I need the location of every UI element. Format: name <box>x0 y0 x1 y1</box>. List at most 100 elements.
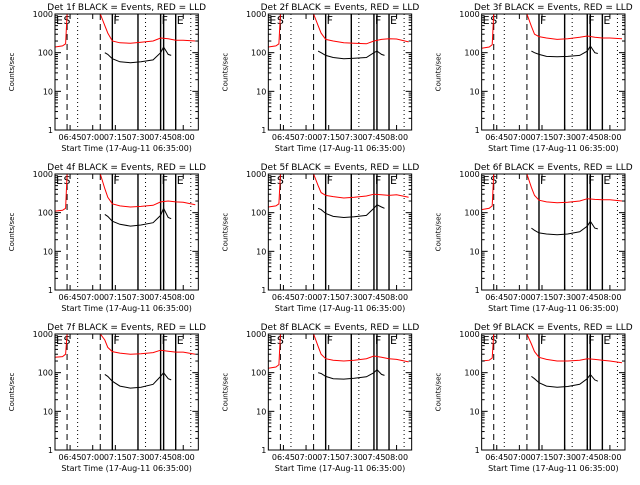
region-label: F <box>162 174 168 187</box>
y-tick-label: 1 <box>48 126 53 135</box>
x-tick-label: 07:45 <box>149 293 172 302</box>
y-tick-label: 100 <box>38 369 53 378</box>
x-tick-label: 07:30 <box>340 453 363 462</box>
y-tick-label: 10 <box>256 247 266 256</box>
x-tick-label: 08:00 <box>598 453 621 462</box>
x-tick-label: 07:00 <box>508 453 531 462</box>
x-tick-label: 06:45 <box>485 133 508 142</box>
y-tick-label: 1000 <box>33 330 53 339</box>
y-tick-label: 1 <box>48 446 53 455</box>
x-tick-label: 08:00 <box>598 133 621 142</box>
x-tick-label: 07:45 <box>362 453 385 462</box>
y-tick-label: 1000 <box>33 10 53 19</box>
chart-title: Det 7f BLACK = Events, RED = LLD <box>47 323 206 333</box>
x-tick-label: 07:30 <box>553 133 576 142</box>
x-axis-label: Start Time (17-Aug-11 06:35:00) <box>488 304 619 313</box>
region-label: F <box>113 174 119 187</box>
plot-frame <box>54 13 199 131</box>
series-line-lld <box>54 13 196 48</box>
region-label: E <box>390 174 397 187</box>
series-line-lld <box>481 173 623 211</box>
x-tick-label: 07:45 <box>149 133 172 142</box>
y-tick-label: 1 <box>475 446 480 455</box>
region-label: F <box>375 174 381 187</box>
x-tick-label: 06:45 <box>485 293 508 302</box>
region-label: F <box>588 334 594 347</box>
x-tick-label: 07:15 <box>530 453 553 462</box>
x-tick-label: 07:45 <box>362 293 385 302</box>
x-tick-label: 07:15 <box>317 453 340 462</box>
x-axis-label: Start Time (17-Aug-11 06:35:00) <box>275 144 406 153</box>
y-tick-label: 10 <box>43 87 53 96</box>
chart-title: Det 6f BLACK = Events, RED = LLD <box>474 163 633 173</box>
plot-frame <box>267 173 413 291</box>
y-tick-label: 1000 <box>459 170 479 179</box>
region-label: F <box>327 174 333 187</box>
y-tick-label: 1000 <box>246 10 266 19</box>
region-label: E <box>177 174 184 187</box>
y-tick-label: 1 <box>261 446 266 455</box>
y-tick-label: 100 <box>251 369 266 378</box>
x-axis-label: Start Time (17-Aug-11 06:35:00) <box>61 304 192 313</box>
x-tick-label: 06:45 <box>272 133 295 142</box>
x-tick-label: 07:30 <box>553 453 576 462</box>
x-tick-label: 07:00 <box>508 293 531 302</box>
y-tick-label: 1000 <box>459 10 479 19</box>
y-tick-label: 100 <box>464 49 479 58</box>
series-line-lld <box>54 173 196 212</box>
region-label: E <box>390 334 397 347</box>
y-tick-label: 1000 <box>459 330 479 339</box>
y-tick-label: 1000 <box>246 330 266 339</box>
series-line-events <box>531 44 598 58</box>
chart-title: Det 8f BLACK = Events, RED = LLD <box>261 323 420 333</box>
x-tick-label: 06:45 <box>59 133 82 142</box>
x-tick-label: 07:15 <box>104 453 127 462</box>
x-tick-label: 07:45 <box>576 133 599 142</box>
x-tick-label: 06:45 <box>272 293 295 302</box>
y-tick-label: 1000 <box>33 170 53 179</box>
region-label: F <box>113 14 119 27</box>
region-label: F <box>588 14 594 27</box>
region-label: E <box>269 174 276 187</box>
x-tick-label: 07:45 <box>576 453 599 462</box>
y-axis-label: Counts/sec <box>435 213 443 252</box>
y-tick-label: 100 <box>464 369 479 378</box>
series-line-events <box>104 371 172 389</box>
region-label: E <box>483 174 490 187</box>
x-tick-label: 07:00 <box>295 453 318 462</box>
region-label: F <box>162 14 168 27</box>
x-tick-label: 08:00 <box>172 453 195 462</box>
x-axis-label: Start Time (17-Aug-11 06:35:00) <box>275 304 406 313</box>
chart-title: Det 5f BLACK = Events, RED = LLD <box>261 163 420 173</box>
y-axis-label: Counts/sec <box>435 373 443 412</box>
plot-frame <box>481 13 626 131</box>
series-line-lld <box>481 333 623 364</box>
series-line-events <box>531 373 598 388</box>
region-label: F <box>588 174 594 187</box>
x-tick-label: 08:00 <box>385 293 408 302</box>
y-tick-label: 1 <box>475 126 480 135</box>
x-tick-label: 07:30 <box>340 293 363 302</box>
y-tick-label: 1 <box>261 126 266 135</box>
plot-frame <box>54 173 199 291</box>
y-tick-label: 100 <box>38 49 53 58</box>
region-label: F <box>540 14 546 27</box>
x-tick-label: 07:45 <box>576 293 599 302</box>
x-tick-label: 07:15 <box>317 133 340 142</box>
chart-title: Det 2f BLACK = Events, RED = LLD <box>261 3 420 13</box>
y-tick-label: 10 <box>43 407 53 416</box>
x-tick-label: 08:00 <box>598 293 621 302</box>
series-line-events <box>317 204 385 219</box>
x-tick-label: 07:30 <box>340 133 363 142</box>
x-tick-label: 07:45 <box>362 133 385 142</box>
y-axis-label: Counts/sec <box>221 213 229 252</box>
y-axis-label: Counts/sec <box>221 53 229 92</box>
